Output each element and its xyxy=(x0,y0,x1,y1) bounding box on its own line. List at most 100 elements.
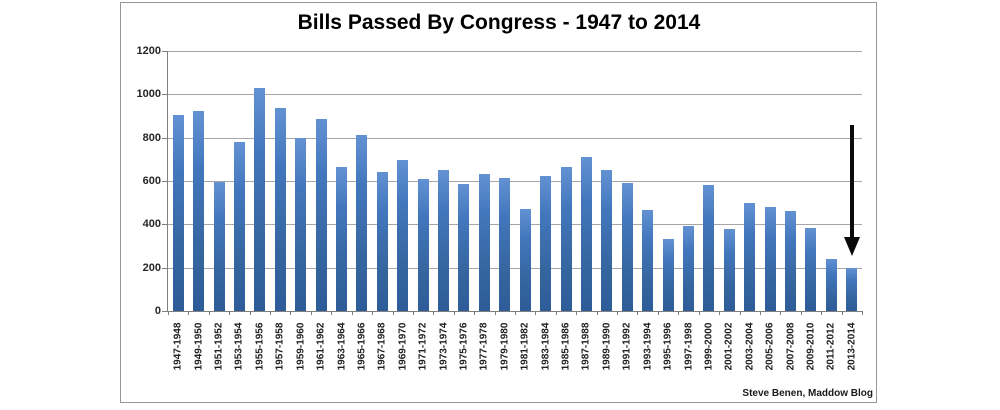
x-axis-label-1983-1984: 1983-1984 xyxy=(540,322,552,371)
bar-1991-1992 xyxy=(622,183,633,311)
x-axis-label-1959-1960: 1959-1960 xyxy=(295,322,307,371)
x-axis-label-1973-1974: 1973-1974 xyxy=(438,322,450,371)
gridline-200 xyxy=(168,268,862,269)
bar-1963-1964 xyxy=(336,167,347,311)
y-tick-400 xyxy=(162,224,168,225)
x-tick-22 xyxy=(617,311,618,315)
x-tick-6 xyxy=(290,311,291,315)
x-axis-label-1947-1948: 1947-1948 xyxy=(172,322,184,371)
x-axis-label-1999-2000: 1999-2000 xyxy=(703,322,715,371)
y-axis-label-200: 200 xyxy=(142,262,161,274)
x-tick-21 xyxy=(597,311,598,315)
x-tick-30 xyxy=(780,311,781,315)
annotation-arrow-head xyxy=(844,237,860,256)
x-tick-11 xyxy=(393,311,394,315)
bar-1977-1978 xyxy=(479,174,490,311)
bar-2003-2004 xyxy=(744,203,755,311)
x-axis-label-1979-1980: 1979-1980 xyxy=(499,322,511,371)
x-tick-26 xyxy=(699,311,700,315)
x-tick-24 xyxy=(658,311,659,315)
x-axis-label-1963-1964: 1963-1964 xyxy=(336,322,348,371)
chart-title: Bills Passed By Congress - 1947 to 2014 xyxy=(297,11,701,34)
x-tick-18 xyxy=(535,311,536,315)
bar-1983-1984 xyxy=(540,176,551,311)
bar-1947-1948 xyxy=(173,115,184,311)
x-axis-label-1967-1968: 1967-1968 xyxy=(376,322,388,371)
x-tick-14 xyxy=(454,311,455,315)
x-tick-33 xyxy=(842,311,843,315)
y-tick-600 xyxy=(162,181,168,182)
x-axis-label-2007-2008: 2007-2008 xyxy=(785,322,797,371)
gridline-400 xyxy=(168,224,862,225)
bar-1951-1952 xyxy=(214,182,225,311)
bar-2005-2006 xyxy=(765,207,776,311)
bar-1959-1960 xyxy=(295,138,306,311)
x-axis-label-1953-1954: 1953-1954 xyxy=(233,322,245,371)
y-axis-label-1000: 1000 xyxy=(136,88,161,100)
x-tick-28 xyxy=(740,311,741,315)
x-tick-2 xyxy=(209,311,210,315)
x-tick-16 xyxy=(495,311,496,315)
bar-1955-1956 xyxy=(254,88,265,311)
bar-1965-1966 xyxy=(356,135,367,311)
x-tick-9 xyxy=(352,311,353,315)
x-tick-3 xyxy=(229,311,230,315)
bar-1957-1958 xyxy=(275,108,286,311)
x-tick-12 xyxy=(413,311,414,315)
x-axis-label-2001-2002: 2001-2002 xyxy=(723,322,735,371)
bar-2001-2002 xyxy=(724,229,735,311)
x-axis-label-2013-2014: 2013-2014 xyxy=(846,322,858,371)
bar-1961-1962 xyxy=(316,119,327,311)
x-axis-label-1971-1972: 1971-1972 xyxy=(417,322,429,371)
x-axis-label-2009-2010: 2009-2010 xyxy=(805,322,817,371)
x-tick-15 xyxy=(474,311,475,315)
gridline-1000 xyxy=(168,94,862,95)
y-axis-line xyxy=(167,51,168,312)
x-tick-27 xyxy=(719,311,720,315)
bar-2007-2008 xyxy=(785,211,796,311)
y-tick-1200 xyxy=(162,51,168,52)
x-axis-label-1989-1990: 1989-1990 xyxy=(601,322,613,371)
x-tick-5 xyxy=(270,311,271,315)
y-axis-label-400: 400 xyxy=(142,218,161,230)
x-tick-20 xyxy=(576,311,577,315)
x-tick-0 xyxy=(168,311,169,315)
y-axis-label-800: 800 xyxy=(142,132,161,144)
y-tick-200 xyxy=(162,268,168,269)
x-tick-31 xyxy=(801,311,802,315)
bar-1997-1998 xyxy=(683,226,694,311)
bar-1953-1954 xyxy=(234,142,245,311)
x-axis-label-1965-1966: 1965-1966 xyxy=(356,322,368,371)
plot-area: 0 200 400 600 800 1000 1200 1947-1948 1949-1950 1… xyxy=(137,45,863,370)
x-tick-23 xyxy=(637,311,638,315)
x-axis-label-1951-1952: 1951-1952 xyxy=(213,322,225,371)
x-axis-label-1977-1978: 1977-1978 xyxy=(478,322,490,371)
bar-1967-1968 xyxy=(377,172,388,311)
bar-1985-1986 xyxy=(561,167,572,311)
x-tick-7 xyxy=(311,311,312,315)
x-tick-4 xyxy=(250,311,251,315)
attribution-text: Steve Benen, Maddow Blog xyxy=(742,388,873,399)
bar-1989-1990 xyxy=(601,170,612,311)
annotation-arrow-shaft xyxy=(850,125,854,239)
x-tick-29 xyxy=(760,311,761,315)
x-axis-label-2011-2012: 2011-2012 xyxy=(825,322,837,371)
x-axis-label-1991-1992: 1991-1992 xyxy=(621,322,633,371)
y-axis-label-600: 600 xyxy=(142,175,161,187)
x-axis-label-1985-1986: 1985-1986 xyxy=(560,322,572,371)
bar-2013-2014 xyxy=(846,268,857,311)
bar-1987-1988 xyxy=(581,157,592,311)
bar-1969-1970 xyxy=(397,160,408,311)
bar-2011-2012 xyxy=(826,259,837,311)
bar-2009-2010 xyxy=(805,228,816,311)
x-tick-34 xyxy=(862,311,863,315)
chart-panel-border xyxy=(120,2,877,403)
x-tick-17 xyxy=(515,311,516,315)
y-tick-0 xyxy=(162,311,168,312)
x-axis-label-1955-1956: 1955-1956 xyxy=(254,322,266,371)
x-axis-label-1961-1962: 1961-1962 xyxy=(315,322,327,371)
gridline-600 xyxy=(168,181,862,182)
bar-1975-1976 xyxy=(458,184,469,311)
y-axis-label-0: 0 xyxy=(154,305,161,317)
x-axis-label-1987-1988: 1987-1988 xyxy=(580,322,592,371)
